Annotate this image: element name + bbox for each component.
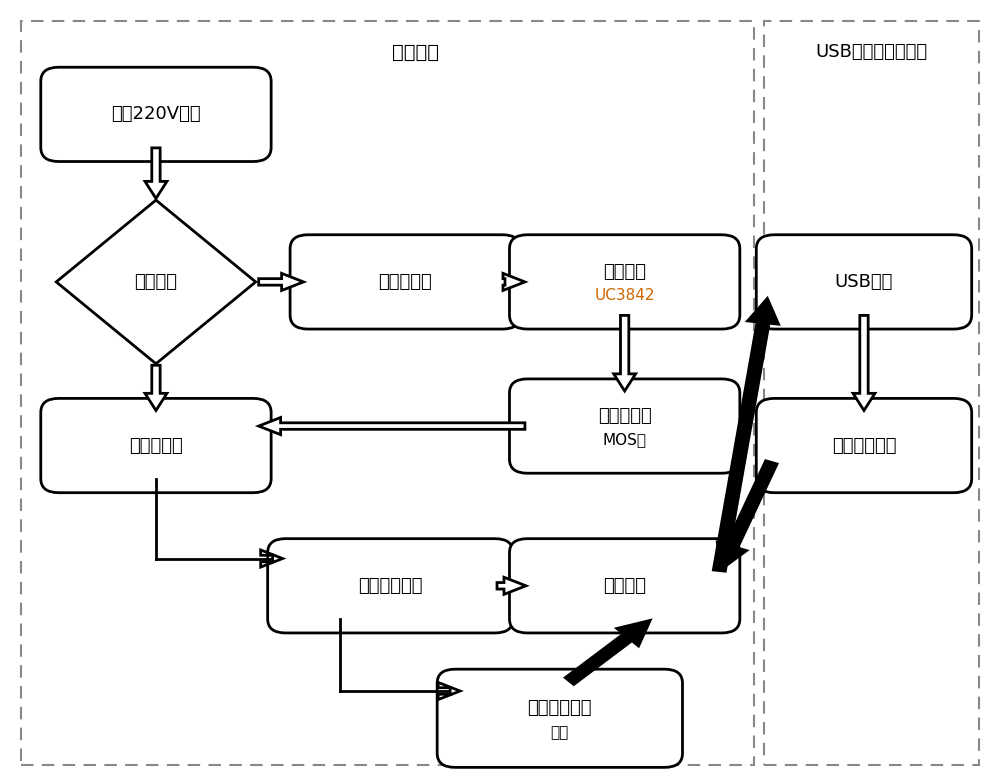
Text: 高频变压器: 高频变压器 [129, 436, 183, 454]
FancyBboxPatch shape [509, 539, 740, 633]
FancyBboxPatch shape [509, 235, 740, 329]
Text: 滤波整流: 滤波整流 [134, 273, 177, 291]
Text: 正常工作指示: 正常工作指示 [528, 699, 592, 717]
Text: 大功率开关: 大功率开关 [598, 407, 652, 425]
FancyArrow shape [614, 315, 636, 391]
Bar [764, 21, 979, 765]
FancyArrow shape [497, 577, 526, 594]
FancyBboxPatch shape [290, 235, 520, 329]
Text: 主控芯片: 主控芯片 [603, 263, 646, 281]
Text: 电路主板: 电路主板 [392, 42, 439, 62]
Polygon shape [56, 200, 256, 364]
FancyArrow shape [145, 148, 167, 199]
Text: 直流输出: 直流输出 [603, 577, 646, 595]
FancyArrow shape [259, 274, 304, 290]
Bar [21, 21, 754, 765]
Text: MOS管: MOS管 [603, 432, 647, 447]
FancyBboxPatch shape [756, 235, 972, 329]
FancyBboxPatch shape [509, 379, 740, 473]
Text: UC3842: UC3842 [594, 288, 655, 303]
FancyArrow shape [145, 365, 167, 411]
Text: USB充电接口扩展板: USB充电接口扩展板 [815, 43, 927, 61]
FancyArrow shape [261, 550, 283, 567]
Text: 吸收整流电路: 吸收整流电路 [358, 577, 423, 595]
Text: 电路: 电路 [551, 725, 569, 740]
FancyArrow shape [714, 299, 778, 571]
FancyArrow shape [853, 315, 875, 411]
FancyArrow shape [259, 418, 525, 435]
Text: 软启动电路: 软启动电路 [378, 273, 432, 291]
Text: 交流220V输入: 交流220V输入 [111, 106, 201, 124]
FancyArrow shape [566, 621, 650, 684]
FancyBboxPatch shape [41, 67, 271, 162]
Text: USB接口: USB接口 [835, 273, 893, 291]
FancyBboxPatch shape [437, 669, 682, 767]
FancyArrow shape [503, 274, 525, 290]
FancyBboxPatch shape [268, 539, 513, 633]
FancyBboxPatch shape [41, 398, 271, 493]
FancyArrow shape [438, 683, 460, 700]
FancyBboxPatch shape [756, 398, 972, 493]
Text: 过流保护电路: 过流保护电路 [832, 436, 896, 454]
FancyArrow shape [718, 461, 777, 569]
